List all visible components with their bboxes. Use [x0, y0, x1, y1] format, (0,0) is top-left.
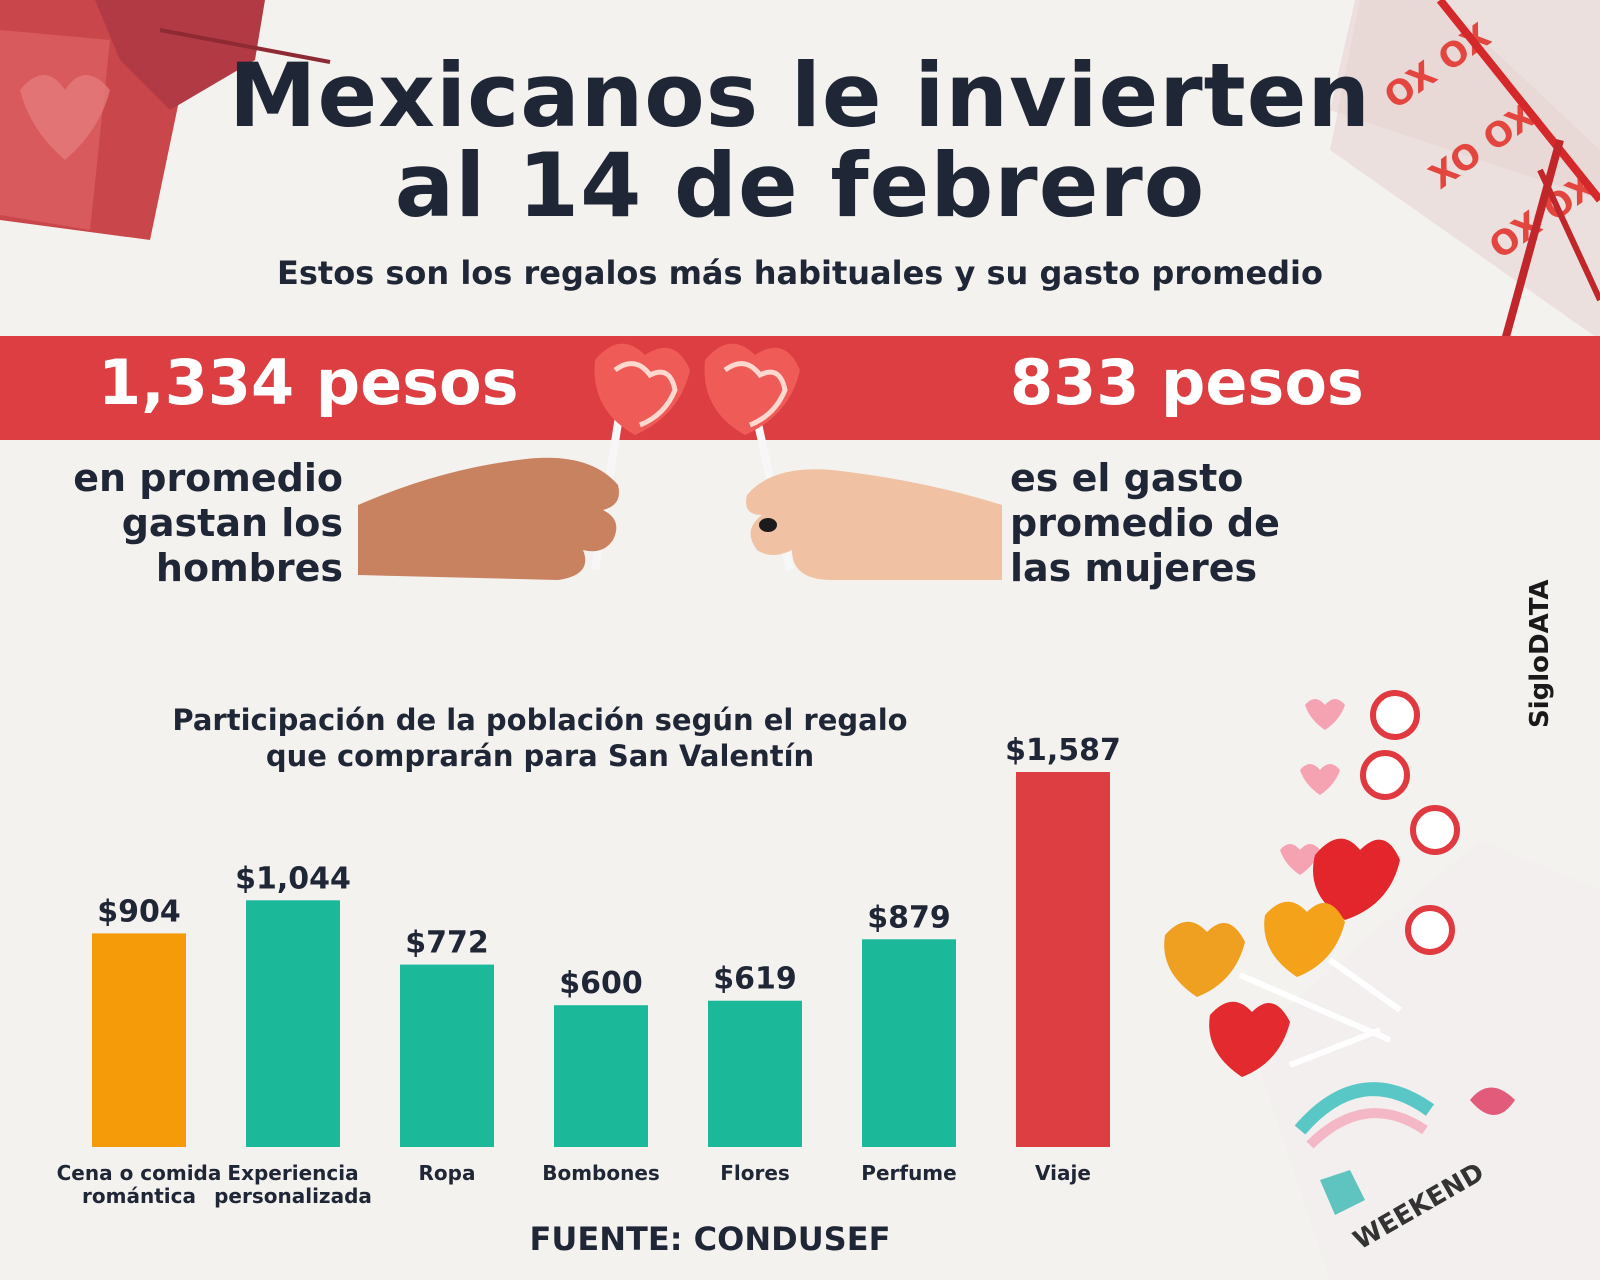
bar-value-label-0: $904: [97, 894, 181, 929]
men-amount: 1,334 pesos: [98, 346, 519, 419]
bar-5: [862, 939, 956, 1147]
women-caption-line-3: las mujeres: [1010, 546, 1258, 590]
men-caption: en promedio gastan los hombres: [0, 456, 343, 591]
category-label-1-1: personalizada: [214, 1184, 372, 1208]
category-label-1-0: Experiencia: [227, 1161, 358, 1185]
chart-title-line-1: Participación de la población según el r…: [172, 703, 908, 737]
category-label-3-0: Bombones: [542, 1161, 660, 1185]
category-label-6-0: Viaje: [1035, 1161, 1091, 1185]
category-label-4-0: Flores: [720, 1161, 790, 1185]
chart-title-line-2: que comprarán para San Valentín: [265, 739, 815, 773]
bar-4: [708, 1000, 802, 1147]
bar-3: [554, 1005, 648, 1147]
gift-box-decoration: OX OX XO OX OX OX: [1330, 0, 1600, 397]
bar-value-label-1: $1,044: [235, 861, 351, 896]
bar-6: [1016, 772, 1110, 1147]
bar-2: [400, 964, 494, 1147]
category-label-0-0: Cena o comida: [57, 1161, 222, 1185]
hands-lollipops-illustration: [358, 343, 1002, 580]
title-line-1: Mexicanos le invierten: [228, 44, 1372, 147]
men-caption-line-3: hombres: [155, 546, 343, 590]
subtitle: Estos son los regalos más habituales y s…: [276, 254, 1323, 292]
source-label: FUENTE: CONDUSEF: [529, 1220, 891, 1258]
category-label-5-0: Perfume: [861, 1161, 956, 1185]
stats-band: [0, 336, 1600, 440]
bar-value-label-5: $879: [867, 900, 951, 935]
bar-0: [92, 933, 186, 1147]
title-line-2: al 14 de febrero: [394, 134, 1206, 237]
gift-envelope-decoration: [0, 0, 331, 240]
bar-value-label-2: $772: [405, 926, 489, 961]
women-caption-line-1: es el gasto: [1010, 456, 1244, 500]
men-caption-line-1: en promedio: [73, 456, 343, 500]
women-amount: 833 pesos: [1010, 346, 1364, 419]
category-label-0-1: romántica: [82, 1184, 196, 1208]
bar-1: [246, 900, 340, 1147]
bar-value-label-4: $619: [713, 962, 797, 997]
women-caption-line-2: promedio de: [1010, 501, 1280, 545]
women-caption: es el gasto promedio de las mujeres: [1010, 456, 1340, 591]
bar-value-label-6: $1,587: [1005, 733, 1121, 768]
chart-title: Participación de la población según el r…: [170, 702, 910, 774]
brand-label: SigloDATA: [1525, 579, 1555, 728]
category-label-2-0: Ropa: [419, 1161, 476, 1185]
men-caption-line-2: gastan los: [121, 501, 343, 545]
bar-value-label-3: $600: [559, 966, 643, 1001]
candy-bag-decoration: WEEKEND: [1164, 690, 1600, 1280]
